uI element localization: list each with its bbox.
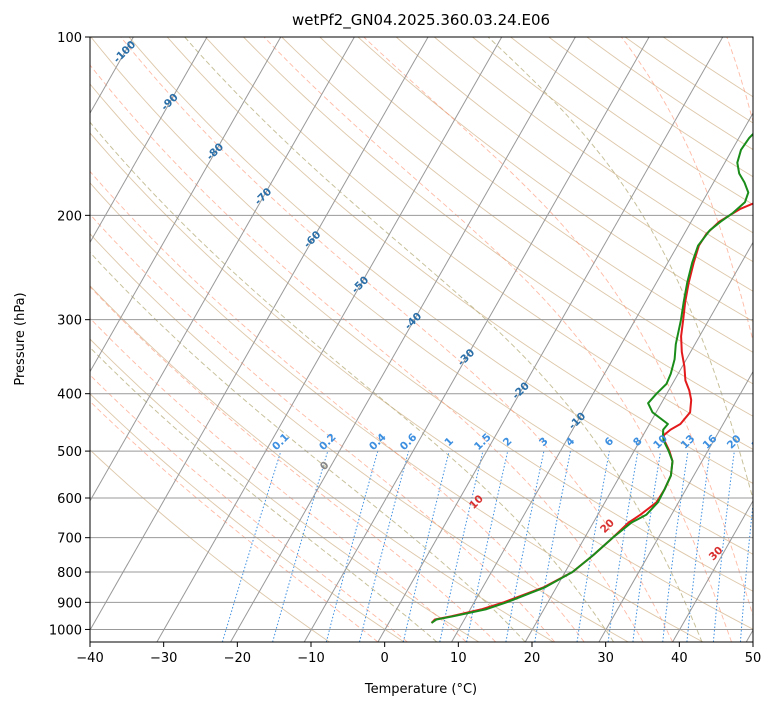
mixing-ratio-line bbox=[740, 500, 753, 642]
isotherm-line bbox=[598, 370, 753, 642]
dry-adiabats bbox=[90, 37, 753, 642]
x-tick-label: 20 bbox=[524, 651, 541, 666]
y-tick-label: 900 bbox=[57, 596, 82, 611]
isotherm-gridlines bbox=[90, 37, 753, 642]
dry-adiabat-line bbox=[90, 233, 629, 642]
moist-adiabat-line bbox=[90, 286, 497, 642]
x-tick-label: 10 bbox=[450, 651, 467, 666]
moist-adiabat-line bbox=[90, 170, 585, 642]
y-tick-label: 200 bbox=[57, 209, 82, 224]
x-tick-label: −30 bbox=[150, 651, 177, 666]
x-tick-label: 30 bbox=[597, 651, 614, 666]
x-tick-label: 40 bbox=[671, 651, 688, 666]
dry-adiabat-line bbox=[90, 449, 330, 642]
mixing-ratio-label: 25 bbox=[750, 433, 769, 452]
plot-frame bbox=[89, 36, 754, 643]
isobar-gridlines bbox=[90, 37, 753, 630]
dry-adiabat-line bbox=[205, 37, 753, 450]
isotherm-line bbox=[90, 37, 282, 373]
y-tick-label: 100 bbox=[57, 31, 82, 46]
mixing-ratio-line bbox=[712, 451, 735, 642]
moist-adiabat-line bbox=[90, 64, 644, 642]
moist-adiabat-line bbox=[184, 37, 703, 642]
dry-adiabat-line bbox=[548, 37, 753, 178]
isotherm-line bbox=[90, 37, 429, 632]
isotherm-line bbox=[156, 37, 503, 642]
y-tick-label: 500 bbox=[57, 445, 82, 460]
isotherm-line bbox=[230, 37, 576, 642]
moist-adiabats bbox=[90, 37, 753, 642]
isotherm-line bbox=[303, 37, 650, 642]
chart-title: wetPf2_GN04.2025.360.03.24.E06 bbox=[292, 11, 550, 30]
mixing-ratio-line bbox=[221, 450, 282, 642]
dry-adiabat-line bbox=[90, 393, 405, 642]
mixing-ratio-line bbox=[272, 450, 329, 642]
dry-adiabat-line bbox=[128, 37, 753, 519]
moist-adiabat-line bbox=[90, 374, 408, 642]
dry-adiabat-line bbox=[90, 182, 704, 642]
y-tick-label: 400 bbox=[57, 388, 82, 403]
dry-adiabat-line bbox=[586, 37, 753, 151]
dry-adiabat-line bbox=[90, 132, 753, 630]
dry-adiabat-line bbox=[510, 37, 753, 206]
mixing-ratio-line bbox=[359, 450, 410, 642]
y-axis-label: Pressure (hPa) bbox=[13, 292, 28, 385]
moist-adiabat-line bbox=[487, 37, 753, 501]
moist-adiabat-line bbox=[90, 400, 379, 642]
dry-adiabat-line bbox=[472, 37, 753, 234]
moist-adiabat-line bbox=[90, 121, 614, 642]
x-tick-label: −40 bbox=[76, 651, 103, 666]
y-axis: 100 200 300 400 500 600 700 800 900 1000 bbox=[49, 31, 90, 638]
x-tick-label: 50 bbox=[745, 651, 762, 666]
x-tick-label: −20 bbox=[224, 651, 251, 666]
moist-adiabat-line bbox=[263, 37, 732, 642]
mixing-ratio-line bbox=[402, 450, 450, 642]
dry-adiabat-line bbox=[319, 37, 753, 353]
moist-adiabat-line bbox=[363, 37, 753, 618]
dry-adiabat-line bbox=[166, 37, 753, 484]
moist-adiabat-line bbox=[90, 251, 526, 642]
moist-adiabat-line bbox=[621, 37, 753, 343]
mixing-ratio-line bbox=[466, 450, 509, 642]
y-tick-label: 800 bbox=[57, 566, 82, 581]
dry-adiabat-line bbox=[90, 285, 554, 642]
dry-adiabat-line bbox=[357, 37, 753, 322]
y-tick-label: 600 bbox=[57, 492, 82, 507]
series-line-dewpoint bbox=[430, 132, 753, 624]
x-axis-label: Temperature (°C) bbox=[364, 682, 477, 697]
y-tick-label: 1000 bbox=[49, 623, 82, 638]
dry-adiabat-line bbox=[395, 37, 753, 292]
plot-area: -100-90-80-70-60-50-40-30-20-100.1 0.2 0.4… bbox=[90, 37, 769, 642]
moist-adiabat-line bbox=[90, 317, 467, 642]
x-axis: −40 −30 −20 −10 0 10 20 30 40 50 bbox=[76, 642, 761, 666]
mixing-ratio-line bbox=[439, 450, 484, 642]
mixing-ratio-line bbox=[325, 450, 379, 642]
isotherm-line bbox=[90, 37, 355, 502]
isotherm-line bbox=[672, 499, 753, 642]
dry-adiabat-line bbox=[90, 83, 753, 592]
profile-lines bbox=[430, 132, 753, 624]
isotherm-line bbox=[90, 37, 208, 244]
x-tick-label: 0 bbox=[381, 651, 389, 666]
y-tick-label: 700 bbox=[57, 532, 82, 547]
dry-adiabat-line bbox=[90, 37, 753, 555]
isotherm-line bbox=[377, 37, 724, 642]
moist-adiabat-line bbox=[90, 346, 438, 642]
y-tick-label: 300 bbox=[57, 314, 82, 329]
mixing-ratio-lines bbox=[221, 450, 753, 642]
x-tick-label: −10 bbox=[297, 651, 324, 666]
dry-adiabat-line bbox=[434, 37, 753, 263]
isotherm-line bbox=[451, 112, 753, 642]
isotherm-line bbox=[524, 241, 753, 642]
